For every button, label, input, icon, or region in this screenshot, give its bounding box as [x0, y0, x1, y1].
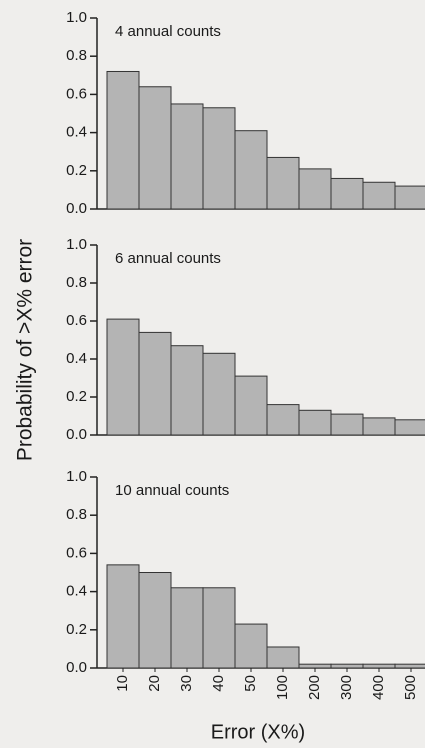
bar — [298, 168, 332, 210]
panel-title: 6 annual counts — [115, 250, 221, 267]
bar — [362, 417, 396, 436]
y-tick-label: 0.6 — [66, 544, 87, 561]
panel-title: 10 annual counts — [115, 482, 229, 499]
y-tick-label: 0.8 — [66, 274, 87, 291]
x-tick-label: 20 — [146, 675, 163, 692]
x-tick-label: 10 — [114, 675, 131, 692]
x-tick-label: 500 — [402, 675, 419, 700]
bar — [394, 663, 425, 669]
x-tick-label: 30 — [178, 675, 195, 692]
bar — [106, 318, 140, 436]
bar — [266, 404, 300, 436]
bar — [202, 352, 236, 436]
bar — [394, 419, 425, 436]
y-tick-label: 1.0 — [66, 236, 87, 253]
panel-title: 4 annual counts — [115, 23, 221, 40]
y-tick-label: 0.6 — [66, 85, 87, 102]
bar — [138, 572, 172, 669]
y-tick-label: 0.8 — [66, 506, 87, 523]
bar — [106, 70, 140, 210]
bar — [170, 345, 204, 436]
x-axis-title: Error (X%) — [211, 721, 305, 743]
y-tick-label: 1.0 — [66, 468, 87, 485]
bar — [362, 181, 396, 210]
y-tick-label: 0.0 — [66, 426, 87, 443]
bar — [138, 331, 172, 436]
x-tick-label: 200 — [306, 675, 323, 700]
bar — [234, 623, 268, 669]
y-tick-label: 0.4 — [66, 124, 87, 141]
bar — [298, 663, 332, 669]
bar — [170, 587, 204, 669]
bar — [234, 130, 268, 210]
x-tick-label: 300 — [338, 675, 355, 700]
y-tick-label: 0.6 — [66, 312, 87, 329]
y-tick-label: 0.0 — [66, 659, 87, 676]
bar — [138, 86, 172, 210]
y-tick-label: 0.4 — [66, 350, 87, 367]
x-tick-label: 400 — [370, 675, 387, 700]
y-tick-label: 0.2 — [66, 162, 87, 179]
bar — [106, 564, 140, 669]
y-tick-label: 0.8 — [66, 47, 87, 64]
x-tick-label: 40 — [210, 675, 227, 692]
bar — [266, 156, 300, 210]
x-tick-label: 100 — [274, 675, 291, 700]
x-tick-label: 50 — [242, 675, 259, 692]
bar — [330, 413, 364, 436]
y-tick-label: 0.4 — [66, 583, 87, 600]
bar — [266, 646, 300, 669]
bar — [330, 663, 364, 669]
y-tick-label: 0.0 — [66, 200, 87, 217]
bar — [330, 177, 364, 210]
y-axis-title: Probability of >X% error — [14, 239, 37, 461]
bar — [362, 663, 396, 669]
bar — [202, 107, 236, 210]
y-tick-label: 1.0 — [66, 9, 87, 26]
bar — [202, 587, 236, 669]
bar — [298, 409, 332, 436]
bar — [234, 375, 268, 436]
bar — [170, 103, 204, 210]
y-tick-label: 0.2 — [66, 388, 87, 405]
y-tick-label: 0.2 — [66, 621, 87, 638]
bar — [394, 185, 425, 210]
